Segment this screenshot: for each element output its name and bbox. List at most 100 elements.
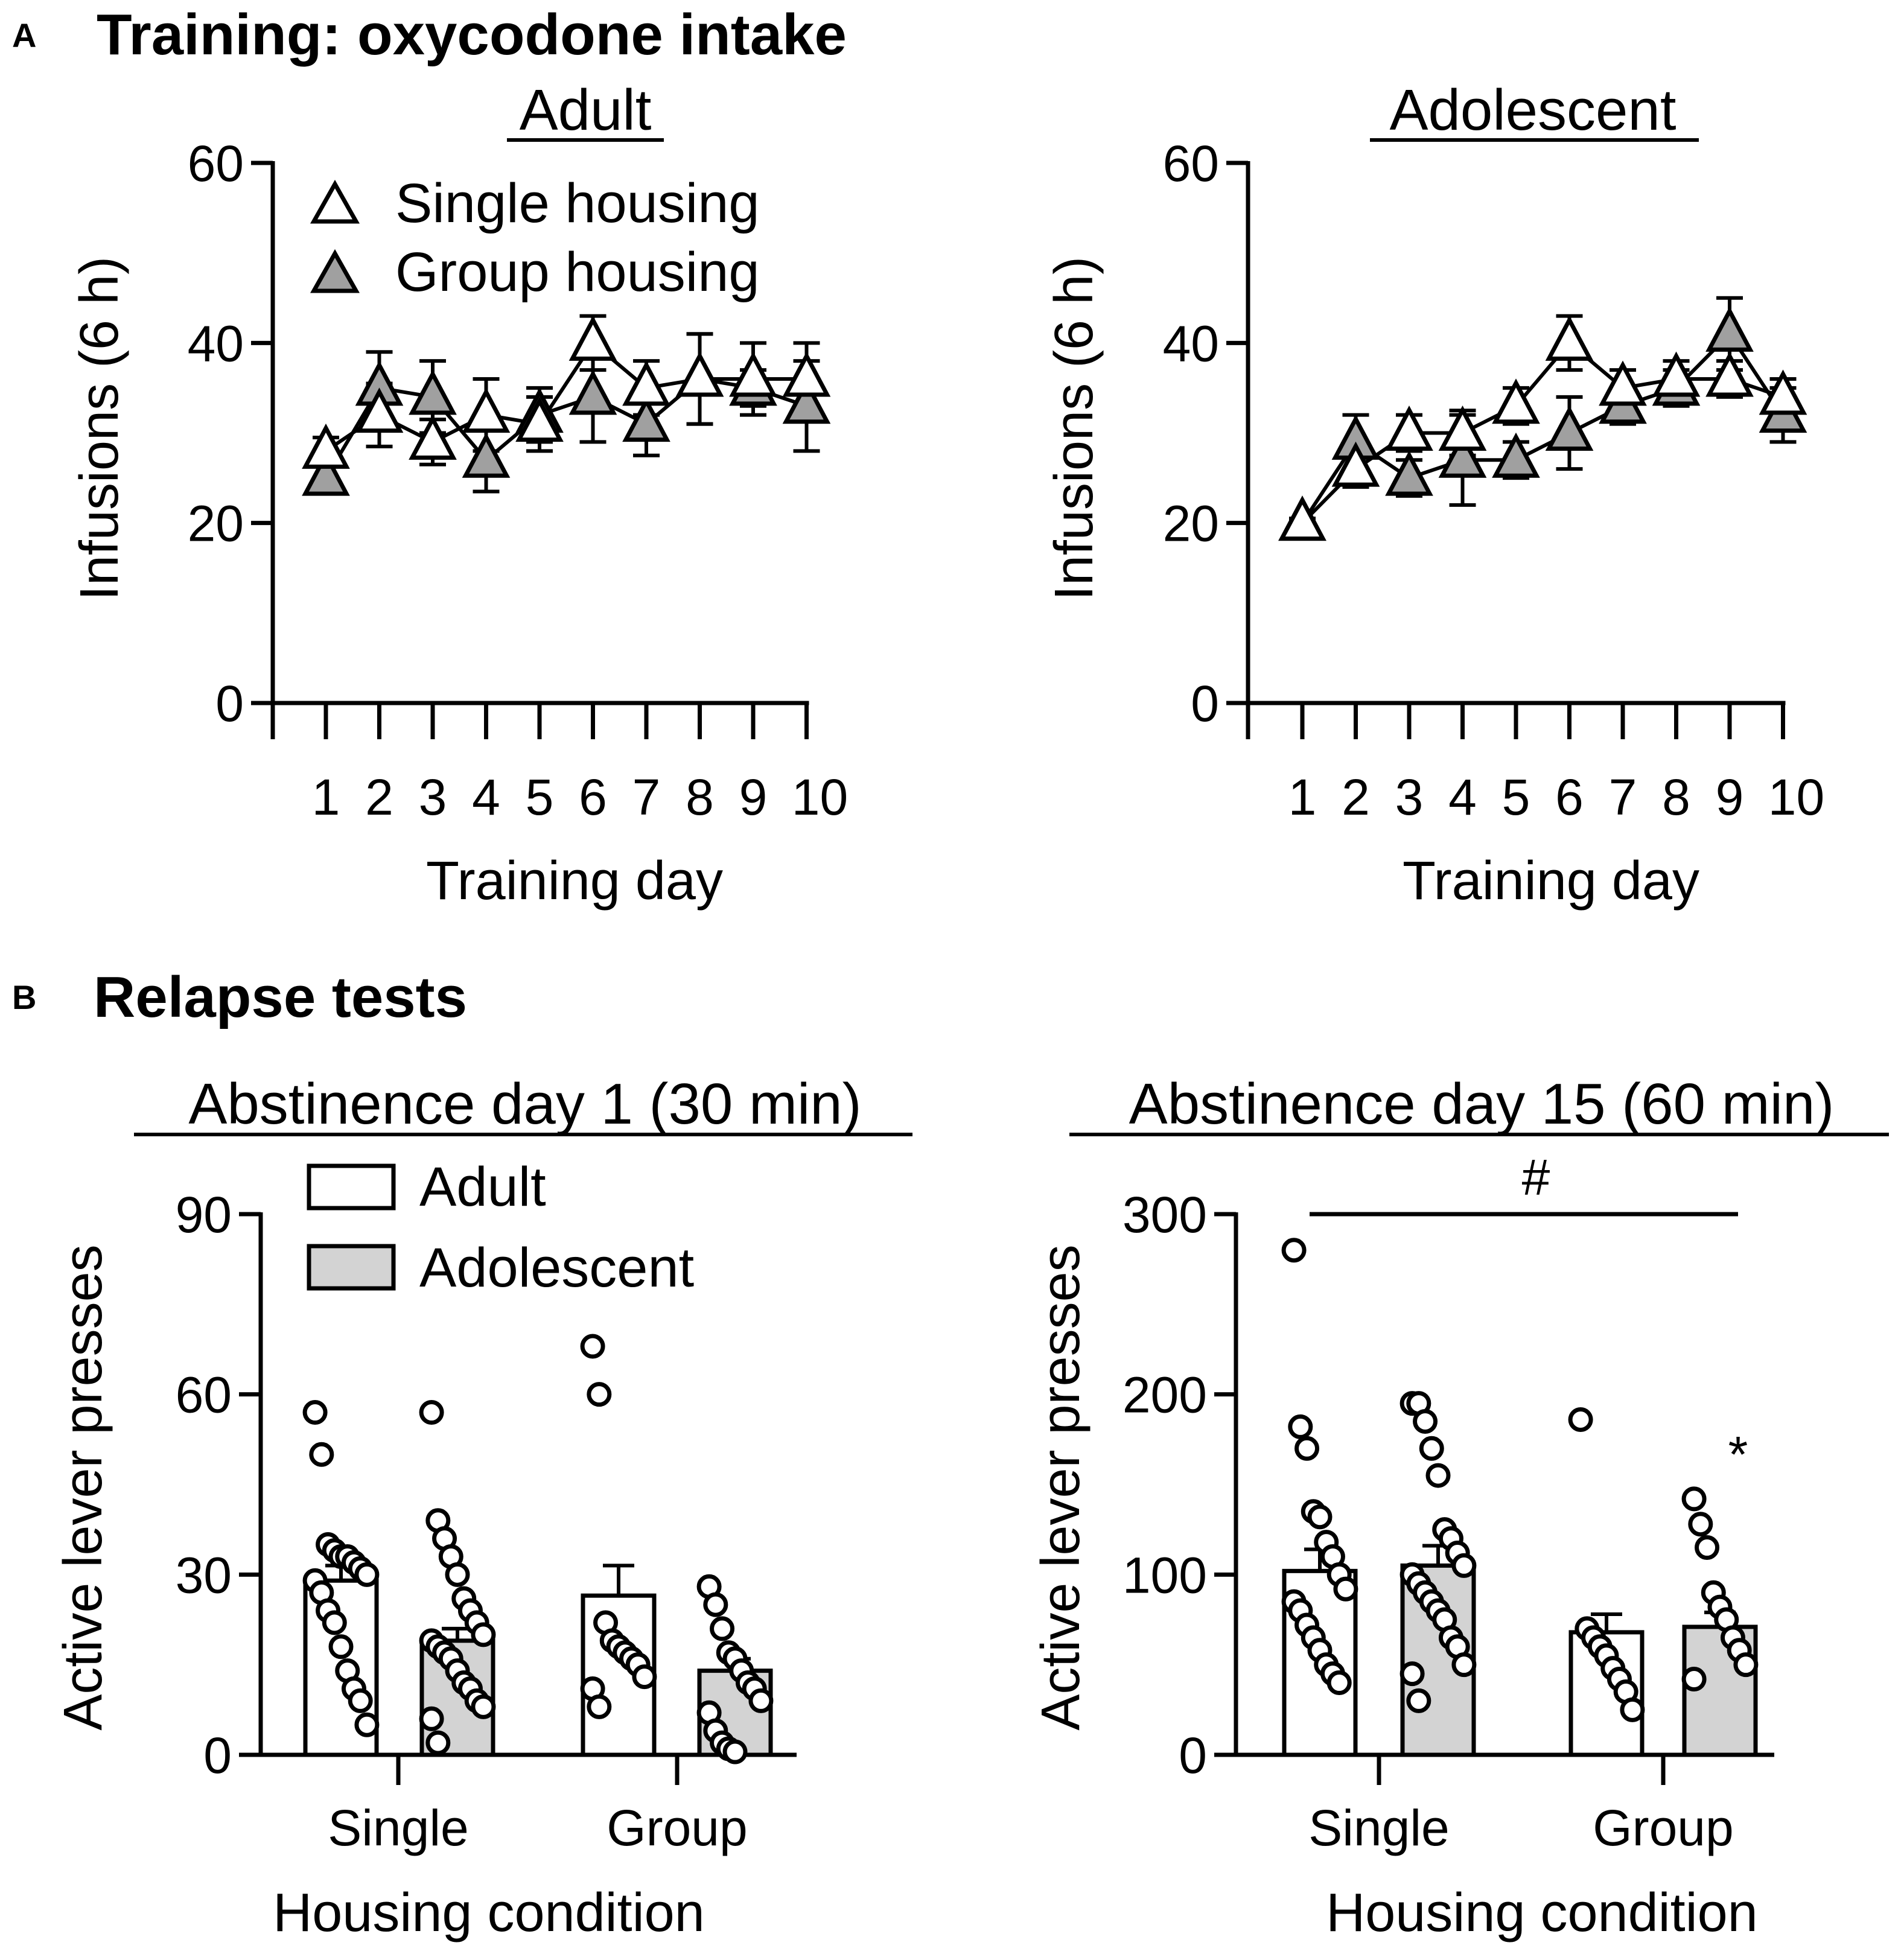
data-point bbox=[748, 1688, 774, 1713]
y-axis-label: Active lever presses bbox=[53, 1244, 113, 1730]
data-point bbox=[1326, 1670, 1352, 1696]
y-tick-label: 40 bbox=[1163, 315, 1219, 372]
single-point bbox=[729, 351, 777, 397]
data-point bbox=[419, 1400, 444, 1425]
y-tick-label: 60 bbox=[1163, 135, 1219, 192]
plot-area: 0 100 200 300 Single Group * bbox=[1122, 1186, 1774, 1856]
group-point bbox=[782, 378, 831, 424]
y-tick-label: 0 bbox=[215, 675, 244, 732]
x-tick-label: 5 bbox=[1502, 769, 1530, 826]
single-point bbox=[355, 387, 404, 433]
data-point bbox=[1413, 1408, 1438, 1434]
single-point bbox=[1652, 351, 1701, 397]
group-point bbox=[1492, 432, 1540, 478]
single-point bbox=[409, 414, 457, 460]
legend-group-label: Group housing bbox=[395, 241, 760, 303]
group-point bbox=[1438, 432, 1487, 478]
x-axis-label: Training day bbox=[1403, 851, 1699, 911]
single-point bbox=[515, 396, 564, 442]
single-point bbox=[462, 387, 511, 433]
single-point bbox=[302, 423, 350, 469]
x-tick-label: 3 bbox=[1395, 769, 1424, 826]
adult-line-chart: Adult Infusions (6 h) Training day 0 20 40… bbox=[69, 78, 848, 911]
legend-adolescent-label: Adolescent bbox=[419, 1237, 694, 1299]
data-point bbox=[1425, 1463, 1451, 1488]
data-point bbox=[587, 1694, 612, 1719]
x-tick-label: Group bbox=[607, 1799, 747, 1856]
data-point bbox=[1307, 1504, 1333, 1530]
x-tick-label: 7 bbox=[632, 769, 661, 826]
y-tick-label: 60 bbox=[188, 135, 244, 192]
x-tick-label: 4 bbox=[472, 769, 500, 826]
data-point bbox=[587, 1382, 612, 1407]
y-tick-label: 100 bbox=[1122, 1547, 1207, 1603]
data-point bbox=[1288, 1414, 1313, 1439]
x-tick-label: 9 bbox=[739, 769, 768, 826]
x-tick-label: Single bbox=[1308, 1799, 1450, 1856]
legend-group-marker bbox=[310, 249, 360, 293]
abstinence-day-15-bar-chart: Abstinence day 15 (60 min) Active lever … bbox=[1031, 1072, 1889, 1943]
y-tick-label: 30 bbox=[176, 1547, 232, 1603]
panel-b-title: Relapse tests bbox=[94, 965, 467, 1029]
x-tick-label: 6 bbox=[1555, 769, 1584, 826]
group-point bbox=[1385, 450, 1433, 496]
group-point bbox=[622, 396, 670, 442]
y-tick-label: 200 bbox=[1122, 1367, 1207, 1424]
series-line-group bbox=[324, 377, 807, 479]
data-point bbox=[1688, 1512, 1713, 1537]
group-point bbox=[409, 369, 457, 415]
x-tick-label: 6 bbox=[579, 769, 607, 826]
x-tick-label: 10 bbox=[1768, 769, 1824, 826]
x-axis-label: Training day bbox=[426, 851, 723, 911]
panel-b-letter: B bbox=[12, 978, 36, 1016]
data-point bbox=[354, 1562, 380, 1587]
data-point bbox=[1681, 1667, 1707, 1692]
data-point bbox=[471, 1694, 496, 1719]
x-tick-label: 7 bbox=[1609, 769, 1637, 826]
single-point bbox=[622, 360, 670, 406]
y-tick-label: 90 bbox=[176, 1186, 232, 1243]
group-point bbox=[1545, 406, 1594, 451]
x-tick-label: 8 bbox=[686, 769, 714, 826]
y-tick-label: 20 bbox=[1163, 495, 1219, 552]
chart-title: Abstinence day 15 (60 min) bbox=[1129, 1072, 1835, 1136]
data-point bbox=[703, 1592, 728, 1617]
single-point bbox=[1385, 406, 1433, 451]
y-tick-label: 60 bbox=[176, 1367, 232, 1424]
plot-area: 0 20 40 60 1 2 3 4 5 6 7 8 9 10 bbox=[188, 135, 849, 826]
data-point bbox=[1333, 1576, 1358, 1602]
legend-adolescent-swatch bbox=[307, 1244, 396, 1291]
single-point bbox=[1599, 360, 1647, 406]
y-axis-label: Infusions (6 h) bbox=[69, 256, 130, 600]
chart-title: Adult bbox=[520, 78, 652, 142]
data-point bbox=[302, 1400, 328, 1425]
x-tick-label: 4 bbox=[1448, 769, 1477, 826]
y-axis-label: Active lever presses bbox=[1031, 1244, 1091, 1730]
data-point bbox=[1451, 1553, 1477, 1578]
group-point bbox=[462, 432, 511, 478]
single-point bbox=[1545, 315, 1594, 361]
single-point bbox=[1438, 406, 1487, 451]
single-point bbox=[1278, 495, 1326, 541]
x-tick-label: 10 bbox=[792, 769, 848, 826]
legend: Adult Adolescent bbox=[307, 1156, 694, 1299]
single-point bbox=[782, 351, 831, 397]
series-line-single bbox=[1301, 340, 1784, 524]
legend: Single housing Group housing bbox=[310, 173, 760, 303]
data-point bbox=[348, 1688, 373, 1713]
data-point bbox=[1620, 1697, 1645, 1722]
legend-single-label: Single housing bbox=[395, 173, 760, 234]
data-point bbox=[1451, 1652, 1477, 1678]
data-point bbox=[425, 1730, 451, 1755]
adolescent-line-chart: Adolescent Infusions (6 h) Training day … bbox=[1044, 78, 1824, 911]
plot-area: 0 30 60 90 Single Group bbox=[176, 1186, 797, 1856]
x-tick-label: 9 bbox=[1716, 769, 1744, 826]
data-point bbox=[1406, 1688, 1431, 1713]
legend-single-marker bbox=[310, 179, 360, 224]
series-line-single bbox=[325, 340, 807, 453]
panel-a-letter: A bbox=[12, 16, 36, 54]
data-point bbox=[419, 1706, 444, 1731]
significance-star: * bbox=[1728, 1426, 1748, 1483]
y-tick-label: 0 bbox=[203, 1727, 232, 1784]
y-tick-label: 300 bbox=[1122, 1186, 1207, 1243]
